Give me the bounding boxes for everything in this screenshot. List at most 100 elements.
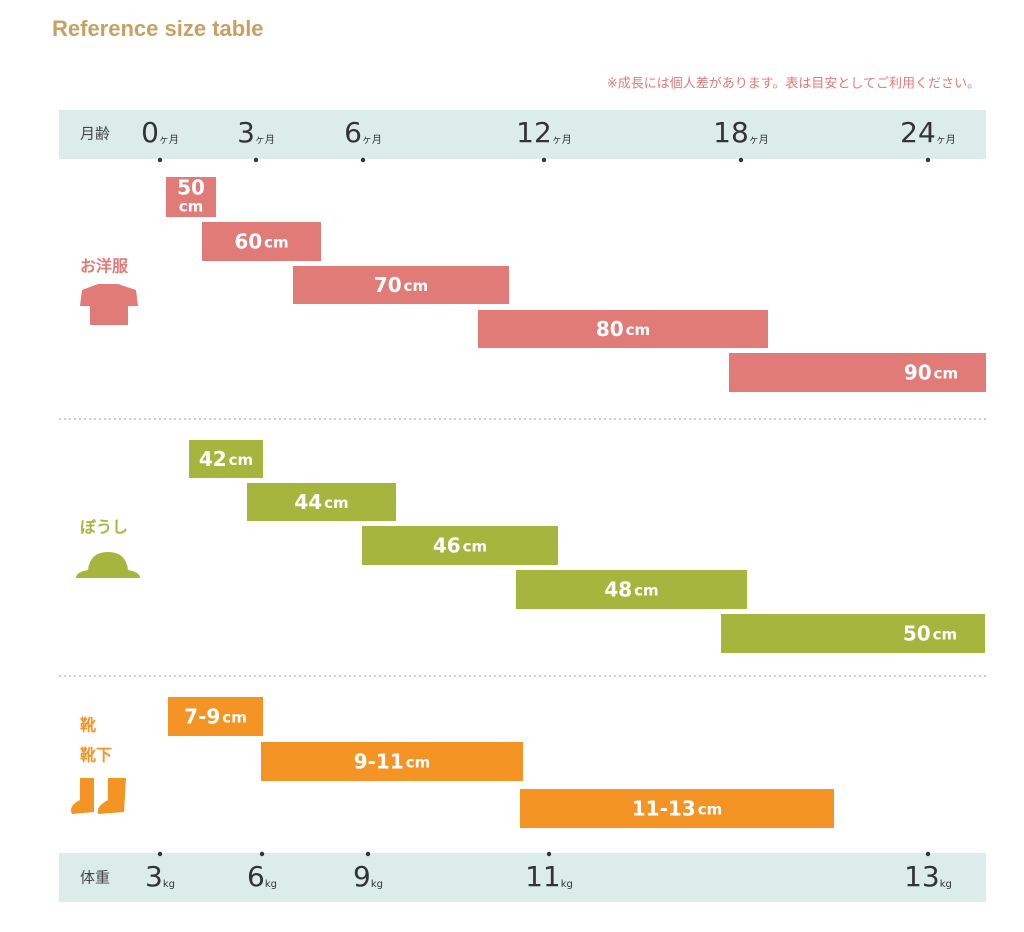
note: ※成長には個人差があります。表は目安としてご利用ください。 (607, 76, 980, 92)
size-bar (516, 570, 747, 609)
tick-dot (259, 851, 265, 857)
tick-dot (925, 851, 931, 857)
size-bar (520, 789, 834, 828)
bar-label: 44 cm (294, 490, 348, 514)
tick-unit: ヶ月 (362, 134, 382, 146)
tick-unit: ヶ月 (159, 134, 179, 146)
tick-value: 9 (353, 860, 371, 893)
tick: 9kg (353, 860, 383, 893)
bar-value: 44 (294, 490, 322, 514)
bar-unit: cm (698, 800, 723, 818)
bar-unit: cm (634, 581, 659, 599)
axis-label: 体重 (80, 869, 110, 887)
tick-value: 11 (525, 860, 561, 893)
tick-value: 18 (713, 116, 749, 149)
bar-unit: cm (626, 321, 651, 339)
section-label: お洋服 (80, 257, 129, 276)
hat-icon (76, 552, 140, 578)
bar-label: 80 cm (596, 317, 650, 341)
weight-band (59, 853, 986, 902)
tick-dot (360, 157, 366, 163)
bar-value: 11-13 (632, 796, 696, 820)
tick: 6kg (247, 860, 277, 893)
size-bar (261, 742, 523, 781)
tick-value: 0 (141, 116, 159, 149)
size-bar (202, 222, 321, 261)
tick-value: 12 (516, 116, 552, 149)
bar-unit: cm (406, 753, 431, 771)
size-bar (478, 310, 768, 348)
bar-value: 46 (433, 533, 461, 557)
tick-value: 3 (145, 860, 163, 893)
tick-unit: kg (940, 879, 952, 890)
tick-unit: kg (265, 879, 277, 890)
tick-dot (157, 157, 163, 163)
bar-unit: cm (229, 451, 254, 469)
title: Reference size table (52, 16, 264, 41)
size-bar (721, 614, 985, 653)
section-label: 靴下 (80, 746, 112, 765)
bar-value: 48 (604, 577, 632, 601)
bar-value: 70 (374, 273, 402, 297)
tick-unit: kg (163, 879, 175, 890)
tick-dot (925, 157, 931, 163)
tick: 3kg (145, 860, 175, 893)
bar-label: 42 cm (199, 447, 253, 471)
bar-value: 7-9 (184, 704, 220, 728)
tick-unit: ヶ月 (552, 134, 572, 146)
bar-unit: cm (324, 494, 349, 512)
size-bar (189, 440, 263, 478)
tick-unit: ヶ月 (936, 134, 956, 146)
bar-unit: cm (934, 364, 959, 382)
bar-label: 48 cm (604, 577, 658, 601)
bar-label: 46 cm (433, 533, 487, 557)
tick: 11kg (525, 860, 573, 893)
bar-unit: cm (933, 625, 958, 643)
tick-dot (253, 157, 259, 163)
size-bar (168, 697, 263, 736)
tick-dot (546, 851, 552, 857)
size-bar (293, 266, 509, 304)
shirt-icon (80, 284, 138, 325)
bar-label: 9-11 cm (354, 749, 431, 773)
section-label: 靴 (80, 716, 96, 735)
size-bar (166, 177, 216, 217)
tick: 3ヶ月 (237, 116, 275, 149)
tick-value: 3 (237, 116, 255, 149)
size-bar (247, 483, 396, 521)
tick: 0ヶ月 (141, 116, 179, 149)
bar-label: 7-9 cm (184, 704, 247, 728)
bar-value: 80 (596, 317, 624, 341)
bar-label: 90 cm (904, 360, 958, 384)
bar-value: 42 (199, 447, 227, 471)
tick-value: 6 (344, 116, 362, 149)
bar-unit: cm (404, 277, 429, 295)
tick-unit: kg (371, 879, 383, 890)
bar-value: 50 (177, 176, 205, 200)
tick: 12ヶ月 (516, 116, 572, 149)
age-band (59, 110, 986, 159)
tick-dot (365, 851, 371, 857)
tick-dot (157, 851, 163, 857)
tick: 18ヶ月 (713, 116, 769, 149)
tick-unit: ヶ月 (749, 134, 769, 146)
bar-value: 60 (234, 229, 262, 253)
tick-value: 13 (904, 860, 940, 893)
bar-label: 70 cm (374, 273, 428, 297)
bar-label: 50 cm (903, 621, 957, 645)
tick-value: 6 (247, 860, 265, 893)
tick-unit: ヶ月 (255, 134, 275, 146)
bar-label: 60 cm (234, 229, 288, 253)
size-bar (362, 526, 558, 565)
tick-value: 24 (900, 116, 936, 149)
tick: 6ヶ月 (344, 116, 382, 149)
tick-dot (541, 157, 547, 163)
bar-value: 90 (904, 360, 932, 384)
size-bar (729, 353, 986, 392)
tick-unit: kg (561, 879, 573, 890)
tick: 13kg (904, 860, 952, 893)
section-label: ぼうし (80, 518, 128, 537)
bar-value: 50 (903, 621, 931, 645)
tick: 24ヶ月 (900, 116, 956, 149)
